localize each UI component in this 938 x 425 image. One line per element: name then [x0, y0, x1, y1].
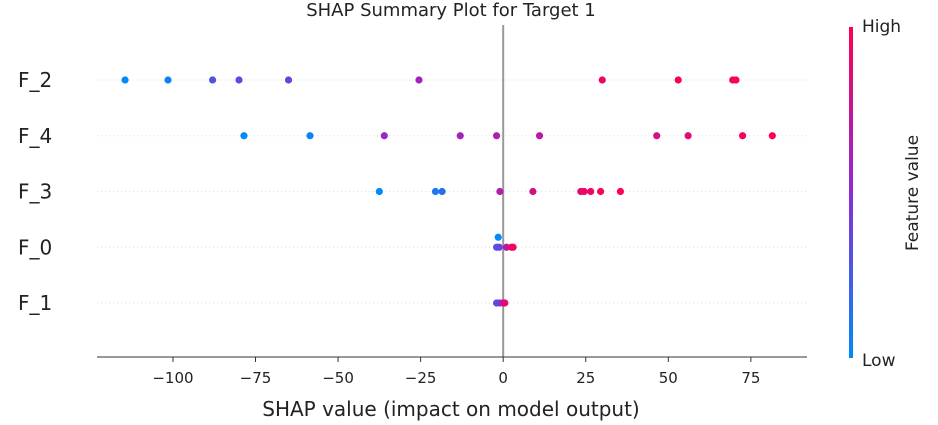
feature-label: F_2: [18, 68, 52, 92]
shap-point: [438, 187, 446, 196]
shap-point: [768, 132, 776, 140]
shap-point: [587, 187, 595, 196]
shap-point: [653, 132, 661, 140]
x-tick-label: −50: [322, 369, 354, 387]
shap-point: [529, 187, 537, 196]
shap-point: [164, 76, 172, 84]
shap-point: [240, 132, 248, 140]
x-tick-label: −100: [152, 369, 193, 387]
shap-point: [375, 187, 383, 196]
shap-point: [535, 132, 544, 140]
x-tick-label: 25: [576, 369, 595, 387]
data-points: [121, 76, 776, 307]
shap-point: [492, 132, 501, 140]
colorbar: [849, 27, 853, 358]
shap-point: [674, 76, 682, 84]
shap-point: [494, 233, 502, 241]
x-ticks: −100 −75 −50 −25 0 25 50 75: [152, 357, 760, 387]
feature-label: F_4: [18, 124, 52, 148]
shap-point: [502, 243, 511, 251]
shap-point: [580, 187, 588, 196]
shap-point: [306, 132, 314, 140]
chart-title: SHAP Summary Plot for Target 1: [306, 0, 596, 21]
shap-point: [431, 187, 440, 196]
x-axis-label: SHAP value (impact on model output): [262, 397, 639, 421]
shap-point: [380, 132, 388, 140]
shap-point: [739, 132, 747, 140]
shap-point: [501, 299, 509, 307]
feature-rows: F_2 F_4 F_3 F_0 F_1: [18, 68, 807, 315]
feature-label: F_1: [18, 291, 52, 315]
x-tick-label: 50: [659, 369, 678, 387]
shap-point: [121, 76, 129, 84]
shap-point: [598, 76, 606, 84]
feature-label: F_3: [18, 180, 52, 204]
feature-label: F_0: [18, 235, 52, 259]
x-tick-label: −75: [240, 369, 272, 387]
shap-point: [509, 243, 517, 251]
colorbar-low-label: Low: [862, 351, 896, 371]
shap-point: [495, 243, 503, 251]
x-tick-label: 0: [498, 369, 508, 387]
colorbar-title: Feature value: [903, 135, 923, 251]
x-tick-label: −25: [405, 369, 437, 387]
shap-point: [496, 187, 504, 196]
shap-point: [597, 187, 605, 196]
shap-point: [456, 132, 464, 140]
x-tick-label: 75: [741, 369, 760, 387]
shap-point: [732, 76, 740, 84]
shap-point: [235, 76, 243, 84]
shap-point: [684, 132, 692, 140]
shap-point: [415, 76, 423, 84]
colorbar-high-label: High: [862, 17, 901, 37]
shap-point: [208, 76, 217, 84]
shap-point: [284, 76, 293, 84]
shap-point: [616, 187, 625, 196]
